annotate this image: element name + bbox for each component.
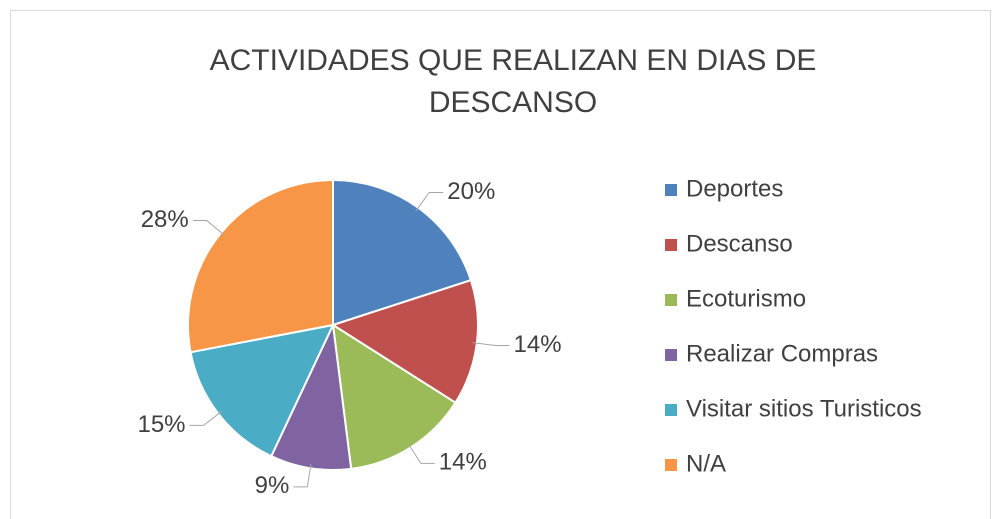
leader-line bbox=[192, 220, 225, 236]
legend-label: Descanso bbox=[686, 230, 793, 257]
legend-swatch bbox=[665, 459, 677, 471]
data-label: 9% bbox=[255, 472, 290, 499]
data-label: 28% bbox=[141, 206, 189, 233]
legend-swatch bbox=[665, 184, 677, 196]
data-label: 15% bbox=[137, 411, 185, 438]
leader-line bbox=[407, 443, 435, 464]
data-label: 20% bbox=[447, 178, 495, 205]
chart-title: ACTIVIDADES QUE REALIZAN EN DIAS DE bbox=[210, 44, 817, 77]
leader-line bbox=[415, 191, 444, 212]
leader-line bbox=[293, 463, 312, 488]
chart-frame bbox=[10, 10, 991, 519]
chart-title: DESCANSO bbox=[429, 86, 597, 119]
leader-line bbox=[189, 410, 223, 426]
legend-label: Visitar sitios Turisticos bbox=[686, 395, 922, 422]
data-label: 14% bbox=[439, 449, 487, 476]
legend-label: Realizar Compras bbox=[686, 340, 878, 367]
legend-swatch bbox=[665, 294, 677, 306]
legend-swatch bbox=[665, 239, 677, 251]
data-label: 14% bbox=[514, 331, 562, 358]
legend-label: N/A bbox=[686, 450, 726, 477]
legend-swatch bbox=[665, 404, 677, 416]
leader-line bbox=[472, 342, 510, 347]
legend-label: Deportes bbox=[686, 175, 783, 202]
legend-label: Ecoturismo bbox=[686, 285, 806, 312]
legend-swatch bbox=[665, 349, 677, 361]
